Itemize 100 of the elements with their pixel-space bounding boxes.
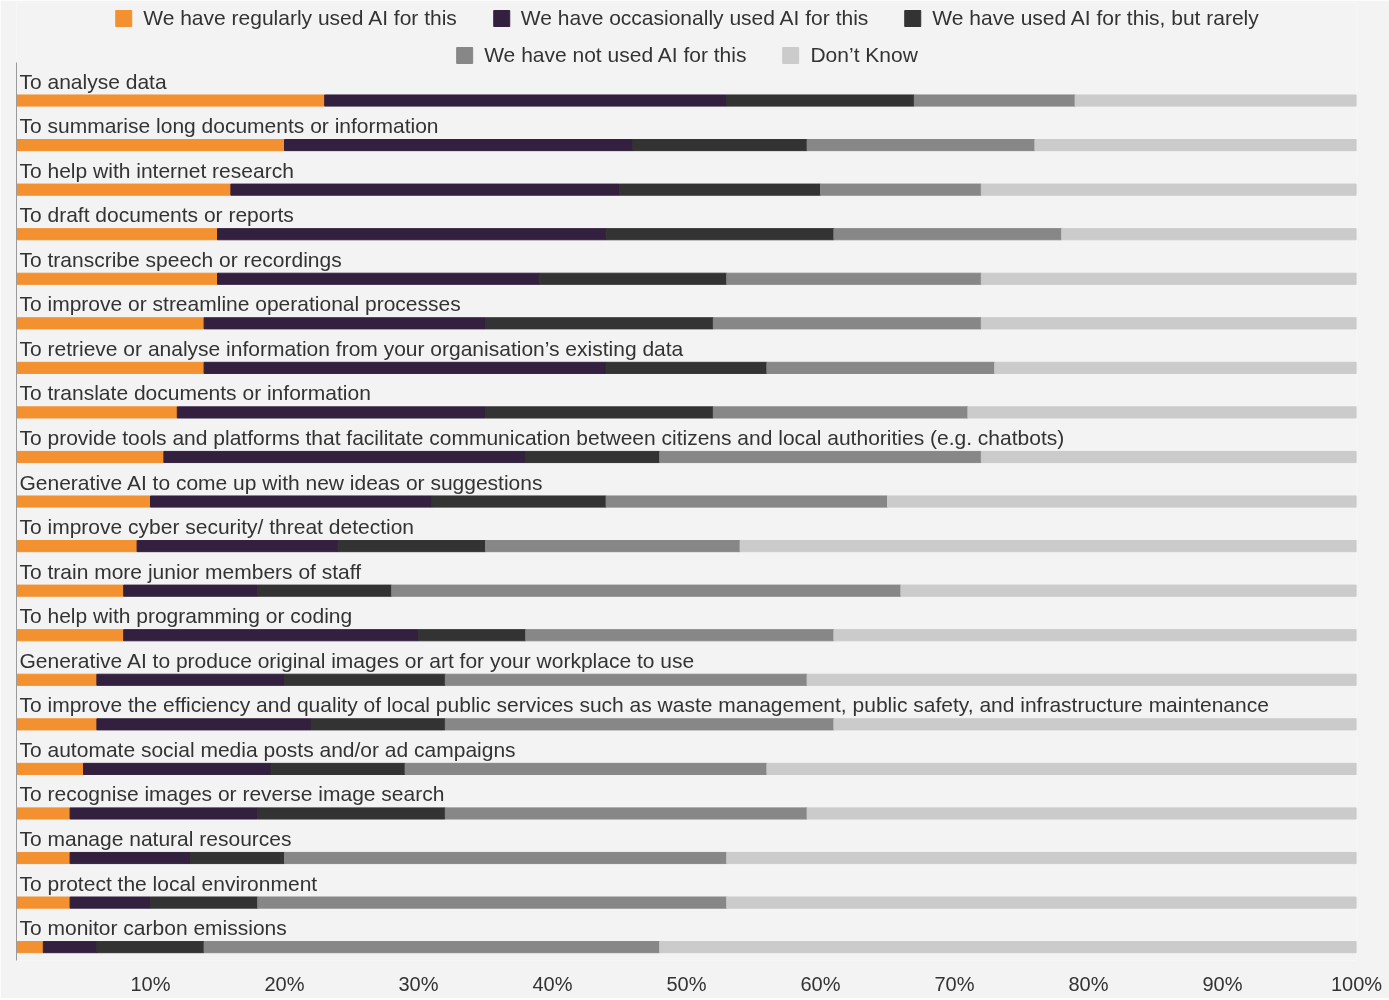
bar xyxy=(659,450,982,464)
bar xyxy=(444,673,808,686)
y-tick-label: To summarise long documents or information xyxy=(19,114,439,138)
bar xyxy=(833,629,1357,642)
bar xyxy=(16,851,71,865)
y-tick-label: To provide tools and platforms that facilitate communication between citizens and local authorities (e.g. chatbots) xyxy=(19,425,1065,449)
bar xyxy=(16,673,98,686)
y-tick-label: To recognise images or reverse image search xyxy=(19,782,445,806)
bar xyxy=(980,450,1357,464)
legend-label: Don’t Know xyxy=(810,43,918,67)
bar xyxy=(16,406,178,419)
bar xyxy=(444,718,835,731)
legend-label: We have used AI for this, but rarely xyxy=(932,6,1259,30)
bar xyxy=(16,450,165,464)
bar xyxy=(257,896,728,909)
bar xyxy=(967,406,1357,419)
y-tick-label: To retrieve or analyse information from your organisation’s existing data xyxy=(19,336,684,360)
bar xyxy=(217,228,607,241)
bar xyxy=(806,139,1036,152)
bar xyxy=(726,896,1357,909)
bar xyxy=(16,361,205,374)
x-tick-label: 10% xyxy=(130,972,171,995)
bar xyxy=(485,540,741,553)
y-tick-label: To help with programming or coding xyxy=(19,604,353,628)
bar xyxy=(284,851,728,865)
bar xyxy=(16,896,71,909)
bar xyxy=(538,272,728,285)
bar xyxy=(1061,228,1357,241)
bar xyxy=(230,183,620,196)
bar xyxy=(739,540,1357,553)
bar xyxy=(270,762,406,775)
bar xyxy=(96,941,205,954)
bar xyxy=(42,941,98,954)
bar xyxy=(16,228,218,241)
legend-label: We have not used AI for this xyxy=(484,43,747,67)
bar xyxy=(310,718,446,731)
bar xyxy=(525,450,661,464)
bar xyxy=(980,317,1357,330)
y-tick-label: To draft documents or reports xyxy=(19,203,294,227)
bar xyxy=(900,584,1357,597)
bar xyxy=(712,406,969,419)
y-tick-label: To protect the local environment xyxy=(19,871,318,895)
x-tick-label: 90% xyxy=(1202,972,1243,995)
bar xyxy=(766,361,996,374)
bar xyxy=(418,629,527,642)
bar xyxy=(16,495,151,508)
y-tick-label: To improve or streamline operational processes xyxy=(19,292,461,316)
bar xyxy=(444,807,808,820)
bar xyxy=(150,896,259,909)
bar xyxy=(16,272,218,285)
bar xyxy=(190,851,285,865)
y-tick-label: Generative AI to produce original images or art for your workplace to use xyxy=(19,648,695,672)
y-tick-label: To monitor carbon emissions xyxy=(19,916,287,940)
bar xyxy=(712,317,982,330)
bar xyxy=(16,94,326,107)
bar xyxy=(619,183,821,196)
x-tick-label: 20% xyxy=(264,972,305,995)
bar xyxy=(16,718,98,731)
legend-label: We have regularly used AI for this xyxy=(143,6,457,30)
bar xyxy=(525,629,835,642)
bar xyxy=(833,718,1357,731)
bar xyxy=(16,183,232,196)
bar xyxy=(913,94,1076,107)
bar xyxy=(605,361,768,374)
bar xyxy=(324,94,728,107)
bar xyxy=(83,762,272,775)
bar xyxy=(203,941,661,954)
bar xyxy=(203,317,486,330)
bar xyxy=(16,762,84,775)
bar xyxy=(887,495,1357,508)
bar xyxy=(485,406,714,419)
bar xyxy=(1034,139,1357,152)
bar xyxy=(980,183,1357,196)
bar xyxy=(16,540,138,553)
y-tick-label: To improve cyber security/ threat detection xyxy=(19,515,415,539)
bar xyxy=(726,272,982,285)
y-tick-label: To automate social media posts and/or ad campaigns xyxy=(19,737,516,761)
bar xyxy=(150,495,433,508)
bar xyxy=(659,941,1357,954)
bar xyxy=(337,540,486,553)
x-tick-label: 60% xyxy=(800,972,841,995)
y-tick-label: To analyse data xyxy=(19,69,167,93)
bar xyxy=(431,495,607,508)
bar xyxy=(257,807,446,820)
y-tick-label: To translate documents or information xyxy=(19,381,371,405)
bar xyxy=(69,851,192,865)
bar xyxy=(994,361,1357,374)
x-tick-label: 50% xyxy=(666,972,707,995)
bar xyxy=(806,673,1357,686)
x-tick-label: 80% xyxy=(1068,972,1109,995)
x-tick-label: 30% xyxy=(398,972,439,995)
bar xyxy=(833,228,1063,241)
x-tick-label: 70% xyxy=(934,972,975,995)
bar xyxy=(284,139,634,152)
bar xyxy=(123,584,259,597)
bar xyxy=(404,762,768,775)
bar xyxy=(980,272,1357,285)
bar xyxy=(123,629,419,642)
bar xyxy=(605,495,888,508)
bar xyxy=(806,807,1357,820)
